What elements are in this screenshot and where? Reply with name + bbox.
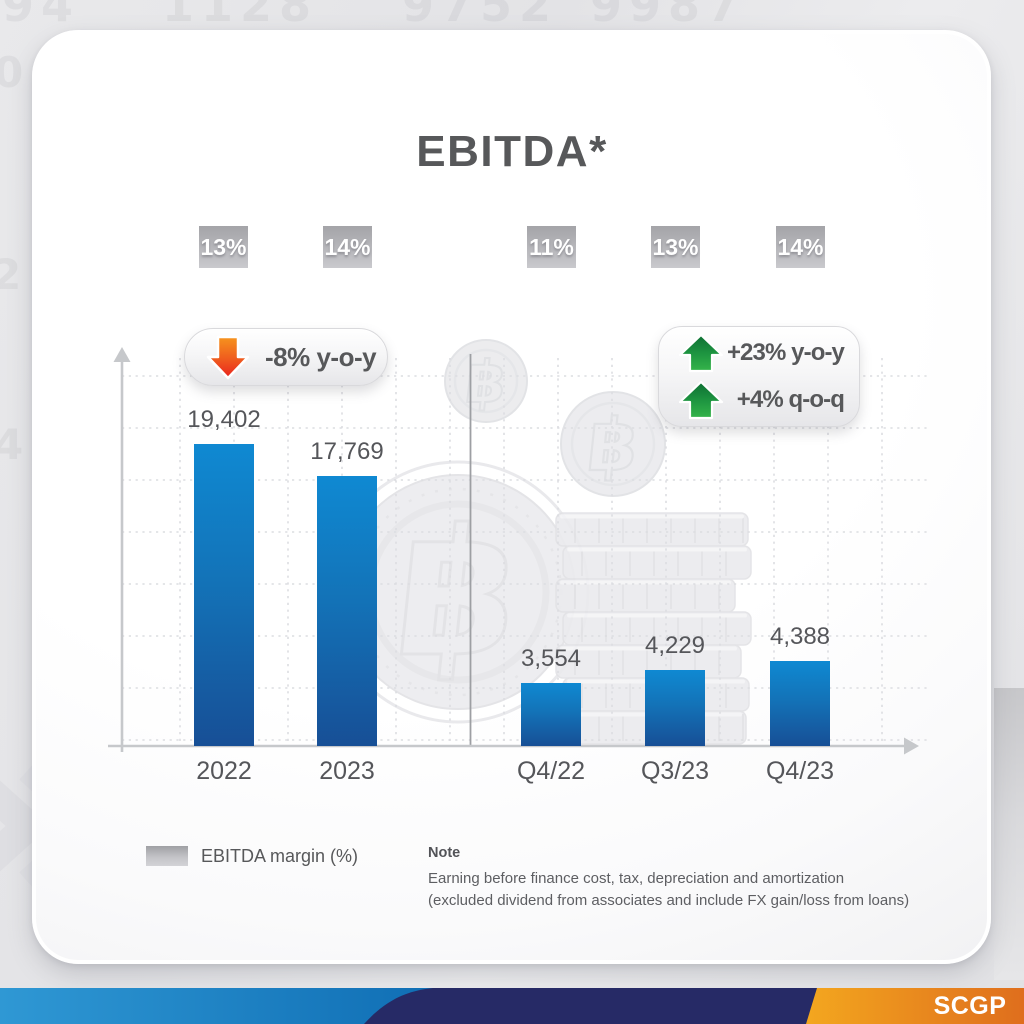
scgp-logo: SCGP — [933, 991, 1007, 1020]
footnote: Note Earning before finance cost, tax, d… — [428, 845, 968, 911]
bg-digit-left-3: 4 — [0, 420, 31, 469]
margin-badge-q423: 14% — [776, 226, 825, 268]
green-up-arrow-icon — [678, 380, 724, 420]
bg-right-patch — [994, 688, 1024, 980]
bg-digit-left-1: 0 — [0, 48, 31, 97]
chart-title: EBITDA* — [416, 127, 608, 176]
category-label-q323: Q3/23 — [640, 757, 710, 785]
green-up-arrow-icon — [678, 333, 724, 373]
legend-label: EBITDA margin (%) — [201, 846, 359, 866]
bg-digit-top-3: 9752 — [402, 0, 559, 32]
category-label-q423: Q4/23 — [765, 757, 835, 785]
bg-digit-top-1: 94 — [2, 0, 81, 32]
band-navy-segment — [364, 988, 817, 1024]
yoy-decline-text: -8% y-o-y — [265, 341, 377, 372]
footnote-line-2: (excluded dividend from associates and i… — [428, 891, 910, 909]
margin-badge-q422: 11% — [527, 226, 576, 268]
margin-badge-2023: 14% — [323, 226, 372, 268]
bg-digit-top-4: 9987 — [590, 0, 747, 32]
bar-q323 — [645, 670, 705, 746]
footnote-heading: Note — [428, 845, 461, 861]
value-label-2023: 17,769 — [310, 438, 384, 465]
bar-q422 — [521, 683, 581, 746]
value-label-q422: 3,554 — [520, 645, 582, 672]
value-label-q323: 4,229 — [644, 632, 706, 659]
value-label-2022: 19,402 — [187, 406, 261, 433]
bg-digit-top-2: 1128 — [162, 0, 319, 32]
bar-q423 — [770, 661, 830, 746]
category-label-2022: 2022 — [196, 757, 252, 785]
growth-row-yoy: +23% y-o-y — [669, 330, 849, 377]
category-label-2023: 2023 — [319, 757, 375, 785]
bar-2023 — [317, 476, 377, 746]
growth-row-qoq: +4% q-o-q — [669, 377, 849, 424]
margin-badge-2022: 13% — [199, 226, 248, 268]
growth-callout: +23% y-o-y +4% q-o-q — [658, 326, 860, 427]
footnote-line-1: Earning before finance cost, tax, deprec… — [428, 870, 845, 887]
legend-swatch — [146, 846, 188, 866]
red-down-arrow-icon — [206, 335, 250, 380]
yoy-decline-callout: -8% y-o-y — [184, 328, 388, 386]
bg-digit-left-2: 2 — [0, 250, 29, 299]
band-orange-segment — [790, 988, 1024, 1024]
margin-badge-q323: 13% — [651, 226, 700, 268]
brand-band — [0, 988, 1024, 1024]
bar-2022 — [194, 444, 254, 746]
category-label-q422: Q4/22 — [516, 757, 586, 785]
growth-qoq-text: +4% q-o-q — [736, 386, 845, 413]
growth-yoy-text: +23% y-o-y — [726, 339, 845, 366]
value-label-q423: 4,388 — [769, 623, 831, 650]
